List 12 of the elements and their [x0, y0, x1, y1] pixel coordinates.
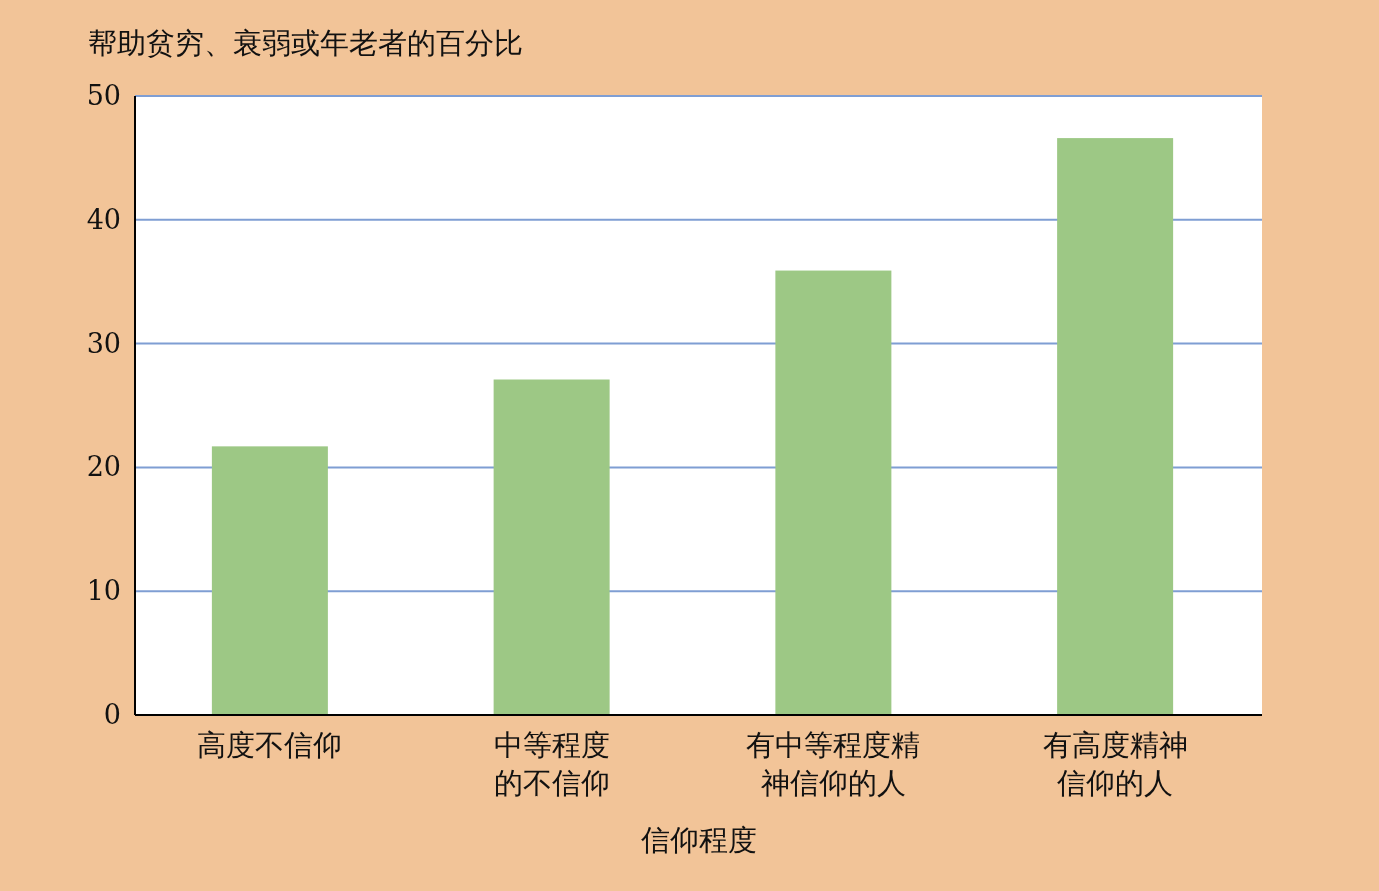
ylabel: 帮助贫穷、衰弱或年老者的百分比 [88, 26, 523, 60]
ytick: 10 [86, 575, 121, 607]
xtick: 中等程度的不信仰 [493, 728, 610, 800]
ytick: 30 [86, 327, 121, 359]
ytick: 0 [103, 699, 121, 730]
xtick: 有中等程度精神信仰的人 [746, 728, 921, 800]
ytick: 20 [86, 451, 121, 483]
ytick: 50 [86, 80, 121, 111]
ytick: 40 [86, 203, 121, 235]
xtick: 高度不信仰 [197, 728, 343, 762]
xlabel: 信仰程度 [640, 823, 757, 857]
xtick: 有高度精神信仰的人 [1042, 728, 1188, 800]
